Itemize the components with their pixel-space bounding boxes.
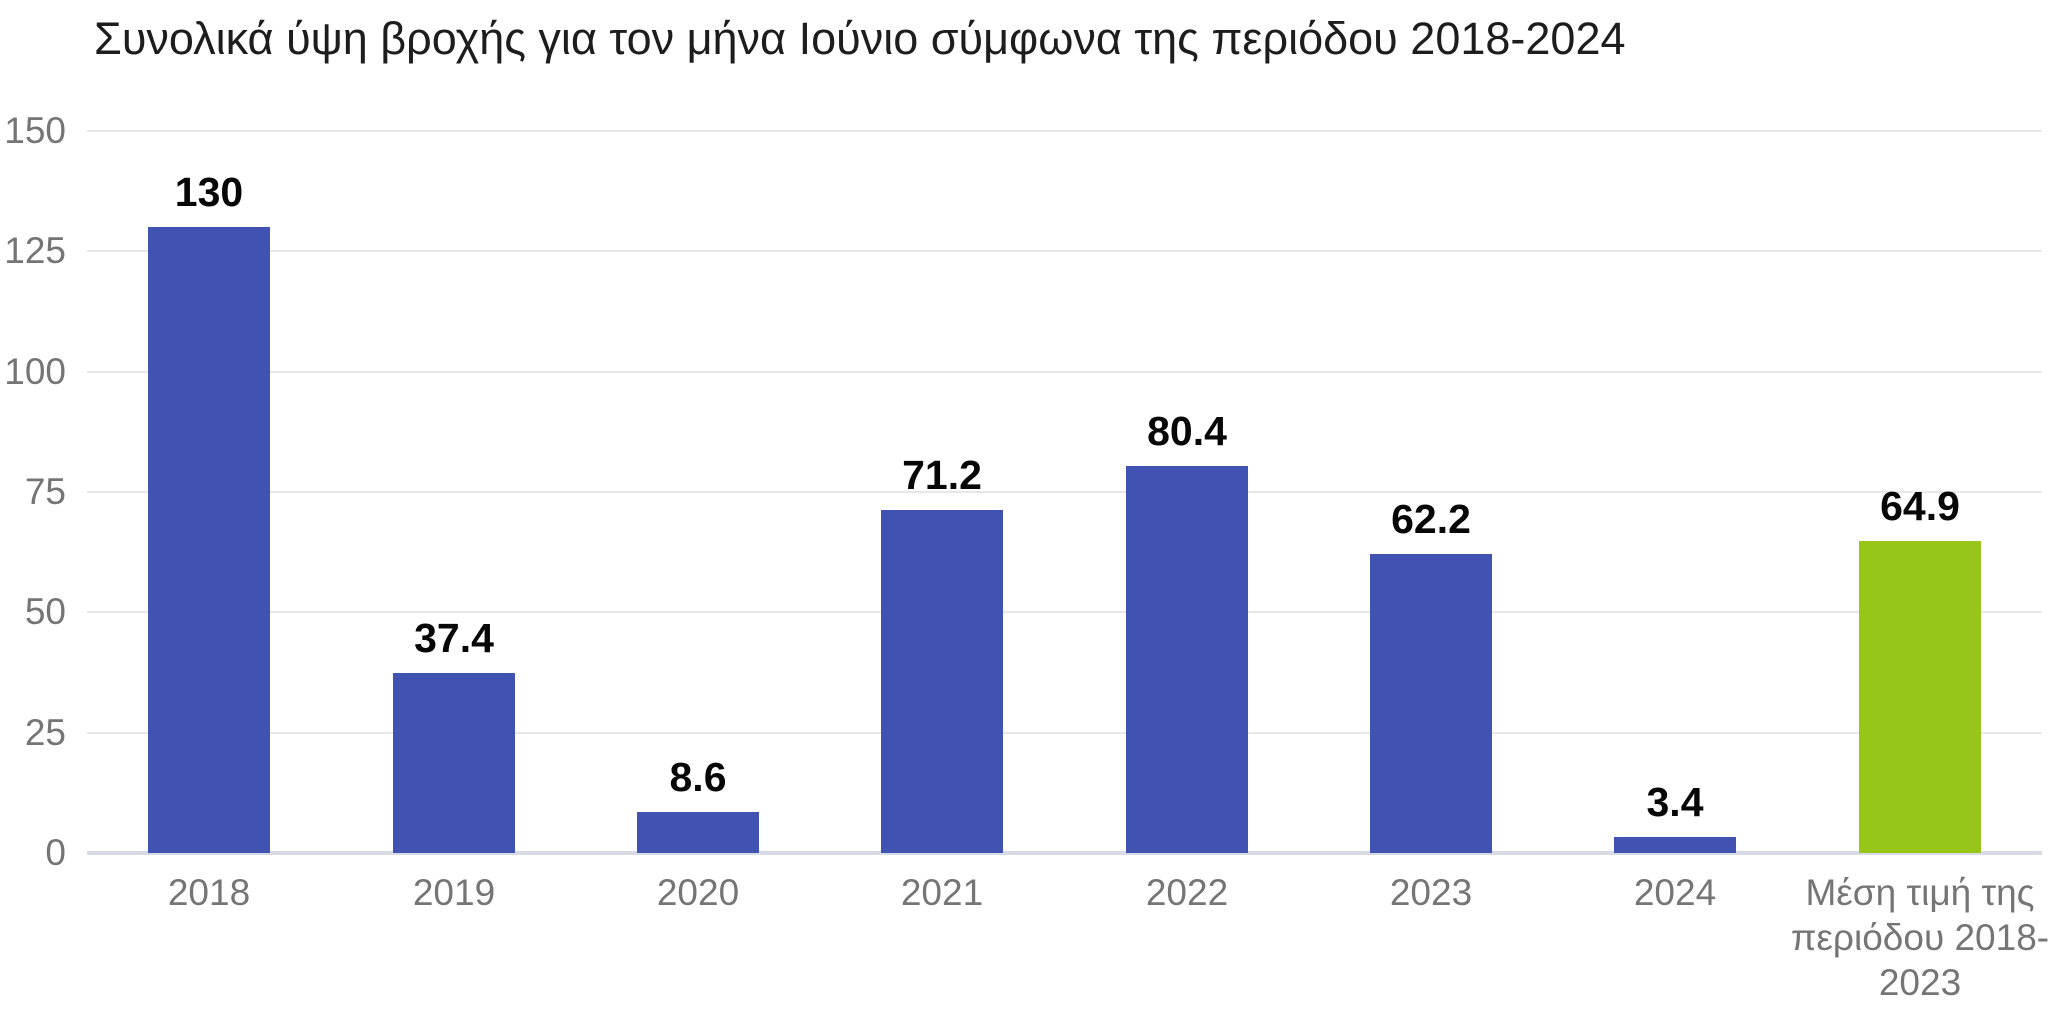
- x-axis-label-2019: 2019: [412, 872, 496, 913]
- gridline-25: [87, 731, 2042, 734]
- gridline-100: [87, 370, 2042, 373]
- y-axis-label-150: 150: [4, 110, 66, 151]
- value-label-2023: 62.2: [1391, 496, 1471, 542]
- y-axis-label-100: 100: [4, 350, 66, 392]
- value-label-average: 64.9: [1880, 483, 1960, 529]
- chart-title: Συνολικά ύψη βροχής για τον μήνα Ιούνιο …: [94, 13, 1626, 64]
- gridline-150: [87, 130, 2042, 132]
- value-label-2019: 37.4: [414, 615, 494, 661]
- y-axis-label-0: 0: [45, 832, 66, 873]
- y-axis-label-50: 50: [24, 591, 66, 633]
- value-label-2020: 8.6: [669, 754, 727, 800]
- x-axis-label-average: Μέση τιμή της περιόδου 2018-2023: [1790, 872, 2048, 1003]
- bar-2024: [1614, 837, 1736, 853]
- bar-2023: [1370, 554, 1492, 853]
- x-axis-label-2022: 2022: [1145, 872, 1229, 913]
- x-axis-label-2018: 2018: [167, 872, 251, 913]
- gridline-0: [87, 851, 2042, 855]
- bar-2021: [881, 510, 1003, 853]
- gridline-50: [87, 611, 2042, 614]
- bar-2020: [637, 812, 759, 853]
- bar-2019: [393, 673, 515, 853]
- y-axis-label-125: 125: [4, 230, 66, 272]
- value-label-2018: 130: [174, 169, 244, 215]
- bar-average: [1859, 541, 1981, 853]
- bar-2022: [1126, 466, 1248, 853]
- bar-2018: [148, 227, 270, 853]
- y-axis-label-25: 25: [24, 711, 66, 753]
- x-axis-label-2024: 2024: [1633, 872, 1717, 913]
- x-axis-label-2023: 2023: [1389, 872, 1473, 913]
- gridline-75: [87, 491, 2042, 493]
- y-axis-label-75: 75: [24, 471, 66, 512]
- value-label-2024: 3.4: [1646, 779, 1704, 825]
- gridline-125: [87, 250, 2042, 253]
- value-label-2022: 80.4: [1147, 408, 1227, 454]
- x-axis-label-2020: 2020: [656, 872, 740, 913]
- x-axis-label-2021: 2021: [900, 872, 984, 913]
- value-label-2021: 71.2: [902, 452, 982, 498]
